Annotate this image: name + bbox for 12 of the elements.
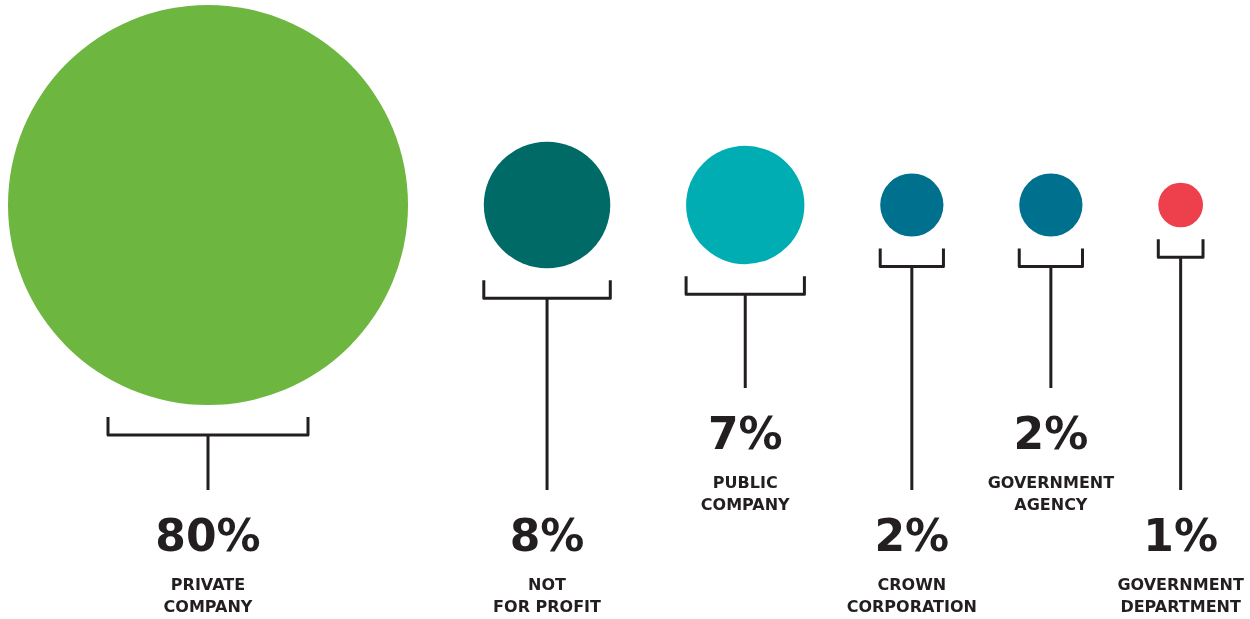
data-label: 80% [155,510,261,562]
data-label: 1% [1143,510,1218,562]
data-label: 2% [874,510,950,562]
category-label: CROWN CORPORATION [846,575,977,617]
data-label: 2% [1013,408,1089,460]
data-label: 8% [509,510,585,562]
category-label: NOT FOR PROFIT [493,575,602,617]
category-label: GOVERNMENT AGENCY [987,473,1115,515]
data-label: 7% [707,408,783,460]
category-label: GOVERNMENT DEPARTMENT [1117,575,1244,617]
category-label: PRIVATE COMPANY [163,575,253,617]
category-label: PUBLIC COMPANY [700,473,791,515]
